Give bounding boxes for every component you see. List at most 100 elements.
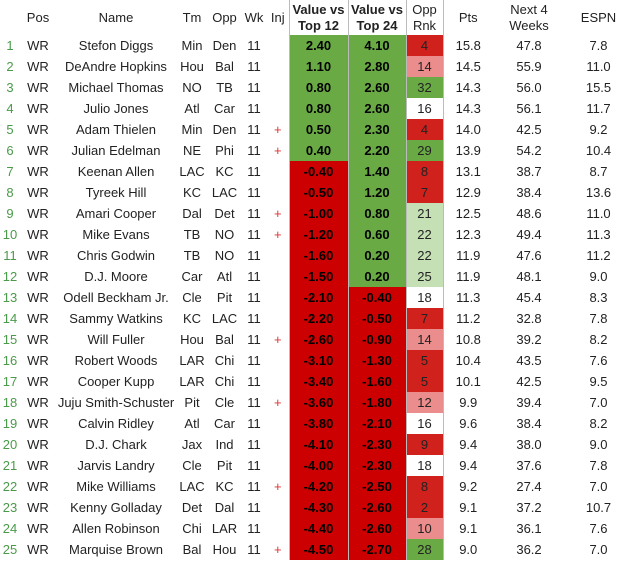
row-index: 12 (2, 269, 18, 284)
position-cell: WR (27, 437, 49, 452)
opponent-cell: Den (212, 38, 237, 53)
col-injury-header[interactable]: Inj (270, 9, 285, 25)
espn-cell: 8.7 (589, 164, 608, 179)
injury-marker (267, 350, 289, 371)
injury-marker (267, 77, 289, 98)
table-row[interactable]: 19 WR Calvin Ridley Atl Car 11 -3.80 -2.10 16 9.6… (0, 413, 632, 434)
value-top24-cell: 0.80 (347, 203, 406, 224)
player-name-cell: Juju Smith-Schuster (57, 395, 175, 410)
player-name-cell: Mike Williams (76, 479, 156, 494)
next4-cell: 38.7 (516, 164, 542, 179)
value-top24-cell: -2.50 (347, 476, 406, 497)
value-top12-cell: -1.60 (288, 245, 348, 266)
table-row[interactable]: 15 WR Will Fuller Hou Bal 11 + -2.60 -0.90 14 10.8… (0, 329, 632, 350)
opp-rank-cell: 29 (405, 140, 444, 161)
table-row[interactable]: 1 WR Stefon Diggs Min Den 11 2.40 4.10 4 15.8 47.8… (0, 35, 632, 56)
col-pos-header[interactable]: Pos (26, 9, 50, 25)
table-row[interactable]: 7 WR Keenan Allen LAC KC 11 -0.40 1.40 8 13.1 38.7… (0, 161, 632, 182)
value-top12-cell: -1.00 (288, 203, 348, 224)
table-row[interactable]: 9 WR Amari Cooper Dal Det 11 + -1.00 0.80 21 12.5 4… (0, 203, 632, 224)
player-name-cell: Adam Thielen (76, 122, 156, 137)
next4-cell: 54.2 (516, 143, 542, 158)
table-row[interactable]: 11 WR Chris Godwin TB NO 11 -1.60 0.20 22 11.9 47.… (0, 245, 632, 266)
table-row[interactable]: 12 WR D.J. Moore Car Atl 11 -1.50 0.20 25 11.9 48.… (0, 266, 632, 287)
opponent-cell: LAC (211, 185, 238, 200)
col-name-header[interactable]: Name (98, 9, 134, 25)
team-cell: Det (181, 500, 203, 515)
espn-cell: 7.8 (589, 311, 608, 326)
opponent-cell: Chi (214, 374, 235, 389)
week-cell: 11 (247, 185, 261, 200)
player-name-cell: Allen Robinson (72, 521, 160, 536)
next4-cell: 37.2 (516, 500, 542, 515)
table-row[interactable]: 5 WR Adam Thielen Min Den 11 +0.50 2.30 4 14.0 42.… (0, 119, 632, 140)
opp-rank-cell: 4 (405, 119, 444, 140)
opponent-cell: Ind (215, 437, 234, 452)
opp-rank-cell: 8 (405, 476, 444, 497)
espn-cell: 7.6 (589, 521, 608, 536)
table-row[interactable]: 4 WR Julio Jones Atl Car 11 0.80 2.60 16 14.3 56.1… (0, 98, 632, 119)
table-row[interactable]: 2 WR DeAndre Hopkins Hou Bal 11 1.10 2.80 14 14.5… (0, 56, 632, 77)
value-top24-cell: 0.20 (347, 245, 406, 266)
next4-cell: 48.1 (516, 269, 542, 284)
opp-rank-cell: 12 (405, 392, 444, 413)
espn-cell: 8.2 (589, 416, 608, 431)
position-cell: WR (27, 353, 49, 368)
player-name-cell: Will Fuller (87, 332, 145, 347)
table-row[interactable]: 6 WR Julian Edelman NE Phi 11 +0.40 2.20 29 13.9 5… (0, 140, 632, 161)
opponent-cell: Det (214, 206, 235, 221)
opponent-cell: Pit (216, 290, 233, 305)
position-cell: WR (27, 542, 49, 557)
player-name-cell: Stefon Diggs (78, 38, 154, 53)
team-cell: Atl (184, 101, 200, 116)
opp-rank-cell: 9 (405, 434, 444, 455)
value-top24-cell: 0.60 (347, 224, 406, 245)
injury-marker (267, 245, 289, 266)
row-index: 11 (3, 248, 17, 263)
table-row[interactable]: 23 WR Kenny Golladay Det Dal 11 -4.30 -2.60 2 9.1… (0, 497, 632, 518)
player-name-cell: Sammy Watkins (69, 311, 163, 326)
position-cell: WR (27, 227, 49, 242)
row-index: 1 (6, 38, 14, 53)
row-index: 19 (2, 416, 18, 431)
team-cell: LAR (179, 374, 205, 389)
opp-rank-cell: 18 (405, 455, 444, 476)
table-row[interactable]: 10 WR Mike Evans TB NO 11 + -1.20 0.60 22 12.3 49.4… (0, 224, 632, 245)
points-cell: 9.4 (459, 458, 478, 473)
table-row[interactable]: 8 WR Tyreek Hill KC LAC 11 -0.50 1.20 7 12.9 38.4 1… (0, 182, 632, 203)
table-row[interactable]: 14 WR Sammy Watkins KC LAC 11 -2.20 -0.50 7 11.2 3… (0, 308, 632, 329)
table-row[interactable]: 17 WR Cooper Kupp LAR Chi 11 -3.40 -1.60 5 10.1 42… (0, 371, 632, 392)
table-row[interactable]: 22 WR Mike Williams LAC KC 11 + -4.20 -2.50 8 9.2 2… (0, 476, 632, 497)
value-top24-cell: -1.80 (347, 392, 406, 413)
col-espn-header[interactable]: ESPN (580, 9, 617, 25)
points-cell: 14.0 (455, 122, 481, 137)
table-row[interactable]: 24 WR Allen Robinson Chi LAR 11 -4.40 -2.60 10 9.… (0, 518, 632, 539)
table-row[interactable]: 3 WR Michael Thomas NO TB 11 0.80 2.60 32 14.3 56.… (0, 77, 632, 98)
next4-cell: 38.0 (516, 437, 542, 452)
next4-cell: 37.6 (516, 458, 542, 473)
col-week-header[interactable]: Wk (244, 9, 264, 25)
opp-rank-cell: 14 (405, 329, 444, 350)
col-value-top24-header[interactable]: Value vs Top 24 (347, 0, 406, 35)
table-row[interactable]: 25 WR Marquise Brown Bal Hou 11 + -4.50 -2.70 28 9… (0, 539, 632, 560)
col-points-header[interactable]: Pts (458, 9, 478, 25)
points-cell: 11.2 (456, 311, 481, 326)
opponent-cell: KC (215, 164, 234, 179)
col-opp-header[interactable]: Opp (212, 9, 237, 25)
col-opp-rank-header[interactable]: Opp Rnk (405, 0, 444, 35)
table-row[interactable]: 16 WR Robert Woods LAR Chi 11 -3.10 -1.30 5 10.4 4… (0, 350, 632, 371)
table-row[interactable]: 18 WR Juju Smith-Schuster Pit Cle 11 + -3.60 -1.… (0, 392, 632, 413)
value-top12-cell: -3.60 (288, 392, 348, 413)
table-row[interactable]: 13 WR Odell Beckham Jr. Cle Pit 11 -2.10 -0.40 1… (0, 287, 632, 308)
col-value-top12-header[interactable]: Value vs Top 12 (288, 0, 348, 35)
col-next4-header[interactable]: Next 4 Weeks (509, 1, 549, 33)
table-row[interactable]: 21 WR Jarvis Landry Cle Pit 11 -4.00 -2.30 18 9.4… (0, 455, 632, 476)
col-team-header[interactable]: Tm (182, 9, 202, 25)
next4-cell: 27.4 (516, 479, 542, 494)
table-row[interactable]: 20 WR D.J. Chark Jax Ind 11 -4.10 -2.30 9 9.4 38.0… (0, 434, 632, 455)
team-cell: Pit (184, 395, 200, 410)
points-cell: 9.9 (459, 395, 478, 410)
row-index: 16 (2, 353, 18, 368)
team-cell: Dal (182, 206, 202, 221)
